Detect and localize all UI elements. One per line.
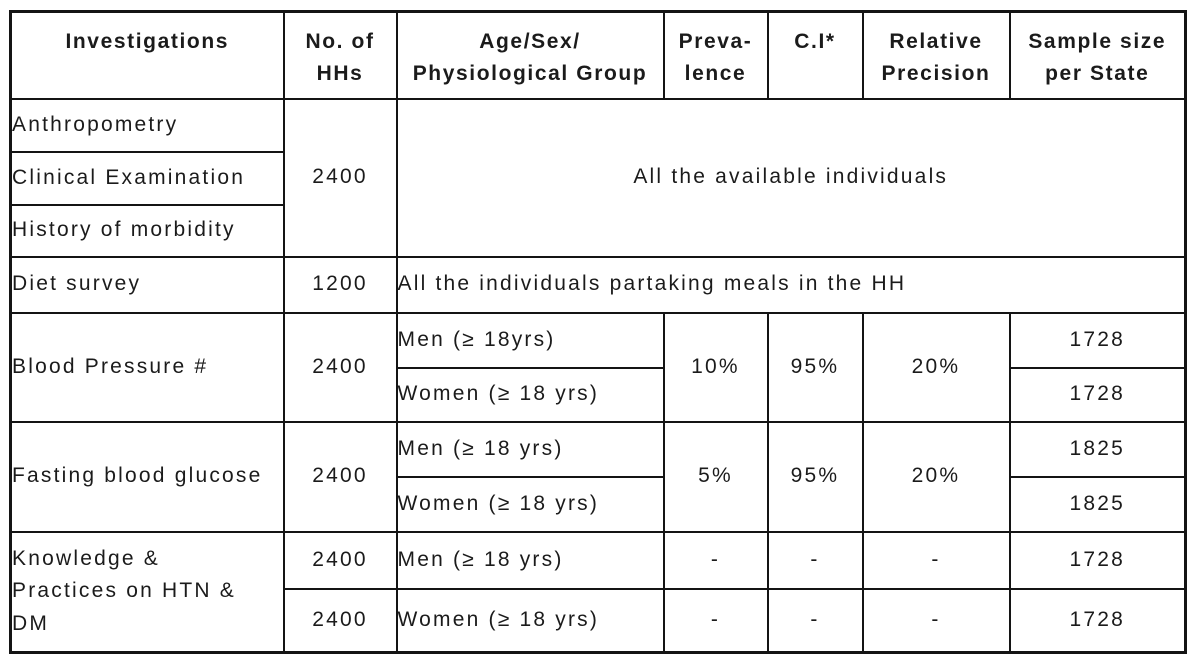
table-row-fasting-glucose-men: Fasting blood glucose 2400 Men (≥ 18 yrs…	[9, 420, 1187, 533]
cell-fbg-men-sample: 1825	[1008, 420, 1187, 478]
table-row-history-of-morbidity: History of morbidity	[9, 203, 1186, 258]
table-row-blood-pressure-men: Blood Pressure # 2400 Men (≥ 18yrs) 10% …	[9, 311, 1187, 423]
cell-anthro-group-note: All the available individuals	[395, 97, 1187, 258]
cell-investigation-diet: Diet survey	[9, 255, 285, 314]
header-row: Investigations No. of HHs Age/Sex/ Physi…	[9, 10, 1187, 100]
cell-knowledge-men-ci: -	[766, 530, 864, 590]
cell-diet-hhs: 1200	[282, 255, 398, 314]
cell-bp-hhs: 2400	[282, 311, 398, 423]
table-row-anthropometry: Anthropometry 2400 All the available ind…	[9, 97, 1187, 258]
cell-knowledge-women-prevalence: -	[662, 587, 769, 654]
col-header-no-of-hhs: No. of HHs	[282, 10, 398, 100]
cell-investigation-clinical: Clinical Examination	[9, 150, 285, 206]
table-row-blood-pressure-women: Women (≥ 18 yrs) 1728	[11, 366, 1187, 423]
cell-diet-note: All the individuals partaking meals in t…	[395, 255, 1187, 314]
cell-knowledge-women-hhs: 2400	[282, 587, 398, 654]
cell-knowledge-men-precision: -	[861, 530, 1011, 590]
table-row-clinical-examination: Clinical Examination	[9, 150, 1186, 206]
cell-investigation-anthropometry: Anthropometry	[9, 97, 285, 153]
col-header-sample-size: Sample size per State	[1008, 10, 1187, 100]
table-row-knowledge-women: 2400 Women (≥ 18 yrs) - - - 1728	[11, 587, 1187, 654]
cell-knowledge-men-sample: 1728	[1008, 530, 1187, 590]
col-header-prevalence: Preva- lence	[662, 10, 769, 100]
cell-fbg-prevalence: 5%	[662, 420, 769, 533]
survey-sampling-table: Investigations No. of HHs Age/Sex/ Physi…	[9, 10, 1187, 654]
cell-bp-women-group: Women (≥ 18 yrs)	[395, 366, 665, 423]
cell-bp-precision: 20%	[861, 311, 1011, 423]
cell-bp-men-group: Men (≥ 18yrs)	[395, 311, 665, 369]
cell-bp-women-sample: 1728	[1008, 366, 1187, 423]
table-row-knowledge-men: Knowledge & Practices on HTN & DM 2400 M…	[9, 530, 1187, 654]
cell-knowledge-men-hhs: 2400	[282, 530, 398, 590]
cell-knowledge-men-prevalence: -	[662, 530, 769, 590]
cell-fbg-ci: 95%	[766, 420, 864, 533]
col-header-investigations: Investigations	[9, 10, 285, 100]
cell-bp-prevalence: 10%	[662, 311, 769, 423]
cell-fbg-women-sample: 1825	[1008, 475, 1187, 533]
cell-knowledge-women-group: Women (≥ 18 yrs)	[395, 587, 665, 654]
table-row-diet-survey: Diet survey 1200 All the individuals par…	[9, 255, 1187, 314]
cell-anthro-group-hhs: 2400	[282, 97, 398, 258]
cell-knowledge-women-precision: -	[861, 587, 1011, 654]
cell-fbg-hhs: 2400	[282, 420, 398, 533]
cell-bp-men-sample: 1728	[1008, 311, 1187, 369]
cell-fbg-men-group: Men (≥ 18 yrs)	[395, 420, 665, 478]
cell-fbg-women-group: Women (≥ 18 yrs)	[395, 475, 665, 533]
cell-knowledge-women-sample: 1728	[1008, 587, 1187, 654]
cell-investigation-knowledge: Knowledge & Practices on HTN & DM	[9, 530, 285, 654]
cell-fbg-precision: 20%	[861, 420, 1011, 533]
cell-investigation-fasting-glucose: Fasting blood glucose	[9, 420, 285, 533]
cell-bp-ci: 95%	[766, 311, 864, 423]
cell-knowledge-women-ci: -	[766, 587, 864, 654]
cell-knowledge-men-group: Men (≥ 18 yrs)	[395, 530, 665, 590]
col-header-ci: C.I*	[766, 10, 864, 100]
table-row-fasting-glucose-women: Women (≥ 18 yrs) 1825	[11, 475, 1187, 533]
cell-investigation-history: History of morbidity	[9, 203, 285, 258]
col-header-relative-precision: Relative Precision	[861, 10, 1011, 100]
col-header-age-sex-group: Age/Sex/ Physiological Group	[395, 10, 665, 100]
cell-investigation-blood-pressure: Blood Pressure #	[9, 311, 285, 423]
